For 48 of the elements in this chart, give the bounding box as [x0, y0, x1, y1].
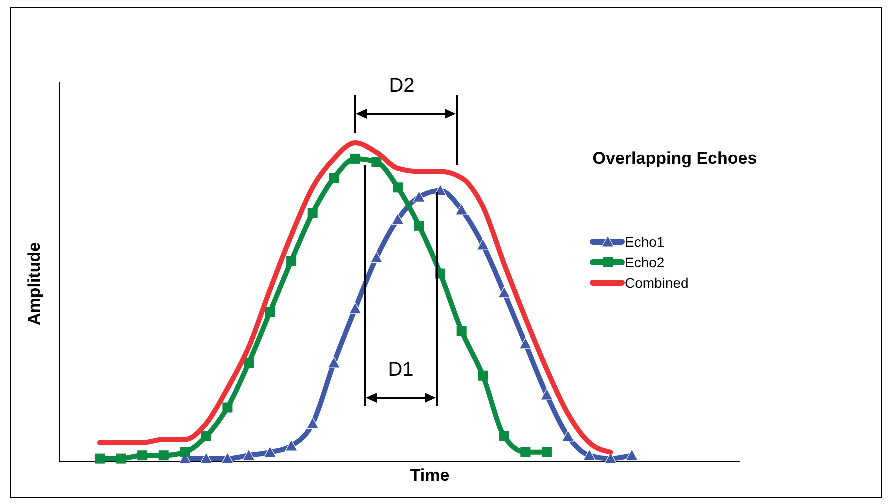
point	[138, 450, 148, 461]
point	[414, 220, 424, 231]
point	[372, 157, 382, 168]
point	[329, 173, 340, 184]
point	[392, 182, 403, 193]
point	[242, 449, 256, 461]
point	[412, 190, 426, 203]
point	[498, 286, 511, 298]
annotation: D1	[388, 359, 414, 381]
y-axis-title: Amplitude	[25, 242, 44, 326]
x-axis-title: Time	[410, 466, 450, 485]
point	[350, 154, 360, 164]
point	[244, 358, 254, 368]
point	[520, 447, 531, 458]
point	[476, 238, 490, 250]
point	[180, 447, 190, 458]
point	[264, 446, 277, 458]
point	[158, 450, 169, 461]
point	[499, 431, 510, 442]
point	[456, 326, 467, 336]
point	[540, 388, 554, 400]
legend-label: Combined	[625, 275, 689, 291]
point	[308, 208, 318, 218]
point	[583, 449, 596, 461]
point	[626, 449, 638, 461]
point	[370, 252, 383, 264]
point	[306, 417, 320, 430]
point	[201, 431, 212, 442]
point	[286, 256, 297, 266]
point	[222, 402, 233, 413]
point	[285, 440, 298, 452]
point	[221, 452, 234, 464]
point	[200, 452, 213, 464]
point	[116, 454, 126, 464]
point	[265, 307, 276, 318]
point	[519, 338, 532, 350]
point	[542, 447, 552, 458]
text: D2	[389, 75, 415, 97]
legend-label: Echo1	[625, 234, 665, 250]
point	[349, 302, 362, 314]
point	[328, 356, 340, 368]
point	[478, 370, 488, 381]
chart-title: Overlapping Echoes	[592, 149, 758, 168]
point	[562, 430, 575, 442]
point	[95, 454, 106, 464]
point	[392, 213, 404, 225]
legend-label: Echo2	[625, 254, 665, 270]
point	[456, 204, 468, 216]
